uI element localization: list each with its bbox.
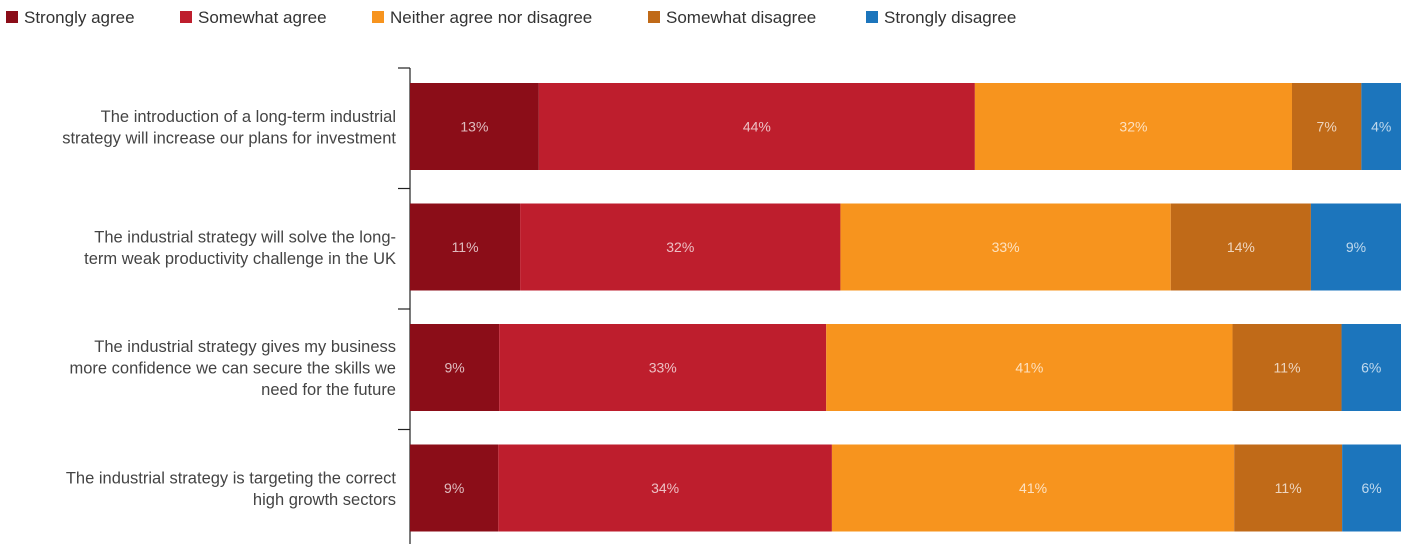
- legend-item-neither-agree-nor-disagree: Neither agree nor disagree: [372, 8, 592, 27]
- category-label: The industrial strategy gives my busines…: [70, 338, 397, 399]
- data-label: 6%: [1361, 360, 1381, 376]
- data-label: 33%: [649, 360, 677, 376]
- bars: 13% 44% 32% 7% 4% 11% 32% 33% 14% 9% 9% 33% 41% 11% 6%…: [410, 83, 1401, 532]
- legend-swatch: [180, 11, 192, 23]
- legend-label: Strongly disagree: [884, 8, 1016, 27]
- bar-segment-strongly-agree: [410, 444, 499, 532]
- bar-segment-strongly-disagree: [1361, 83, 1401, 170]
- bar-segment-somewhat-agree: [520, 203, 841, 291]
- bar-segment-neither-agree-nor-disagree: [840, 203, 1171, 291]
- bar-row: 9% 34% 41% 11% 6%: [410, 444, 1401, 532]
- data-label: 9%: [444, 480, 464, 496]
- data-label: 11%: [1274, 360, 1301, 376]
- legend-label: Somewhat disagree: [666, 8, 816, 27]
- data-label: 11%: [1275, 480, 1302, 496]
- bar-segment-strongly-agree: [410, 203, 521, 291]
- bar-segment-strongly-agree: [410, 83, 539, 170]
- bar-row: 11% 32% 33% 14% 9%: [410, 203, 1401, 291]
- legend-label: Strongly agree: [24, 8, 135, 27]
- legend-label: Somewhat agree: [198, 8, 327, 27]
- bar-segment-somewhat-agree: [499, 324, 827, 411]
- bar-segment-somewhat-agree: [538, 83, 975, 170]
- data-label: 9%: [444, 360, 464, 376]
- legend-swatch: [648, 11, 660, 23]
- bar-segment-somewhat-disagree: [1291, 83, 1362, 170]
- category-labels: The introduction of a long-term industri…: [62, 108, 396, 509]
- bar-segment-strongly-disagree: [1341, 324, 1401, 411]
- legend-item-somewhat-disagree: Somewhat disagree: [648, 8, 816, 27]
- data-label: 13%: [460, 119, 488, 135]
- data-label: 14%: [1227, 239, 1255, 255]
- category-label: The introduction of a long-term industri…: [62, 108, 396, 148]
- legend-swatch: [372, 11, 384, 23]
- data-label: 33%: [992, 239, 1020, 255]
- data-label: 44%: [743, 119, 771, 135]
- bar-segment-neither-agree-nor-disagree: [974, 83, 1292, 170]
- bar-segment-neither-agree-nor-disagree: [826, 324, 1233, 411]
- category-axis: [398, 67, 411, 544]
- legend-swatch: [6, 11, 18, 23]
- data-label: 41%: [1019, 480, 1047, 496]
- legend-item-strongly-agree: Strongly agree: [6, 8, 135, 27]
- data-label: 7%: [1317, 119, 1337, 135]
- data-label: 6%: [1361, 480, 1381, 496]
- category-label: The industrial strategy will solve the l…: [84, 228, 396, 268]
- legend-label: Neither agree nor disagree: [390, 8, 592, 27]
- category-label: The industrial strategy is targeting the…: [66, 469, 397, 509]
- bar-segment-somewhat-disagree: [1170, 203, 1311, 291]
- legend: Strongly agree Somewhat agree Neither agre…: [6, 8, 1016, 27]
- legend-item-strongly-disagree: Strongly disagree: [866, 8, 1016, 27]
- data-label: 41%: [1015, 360, 1043, 376]
- data-label: 32%: [1119, 119, 1147, 135]
- bar-row: 13% 44% 32% 7% 4%: [410, 83, 1401, 170]
- bar-segment-somewhat-disagree: [1234, 444, 1343, 532]
- bar-segment-somewhat-agree: [498, 444, 832, 532]
- data-label: 9%: [1346, 239, 1366, 255]
- bar-row: 9% 33% 41% 11% 6%: [410, 324, 1401, 411]
- data-label: 4%: [1371, 119, 1391, 135]
- bar-segment-strongly-disagree: [1310, 203, 1401, 291]
- legend-swatch: [866, 11, 878, 23]
- bar-segment-strongly-disagree: [1342, 444, 1401, 532]
- bar-segment-somewhat-disagree: [1232, 324, 1342, 411]
- bar-segment-strongly-agree: [410, 324, 500, 411]
- legend-item-somewhat-agree: Somewhat agree: [180, 8, 327, 27]
- data-label: 32%: [666, 239, 694, 255]
- bar-segment-neither-agree-nor-disagree: [831, 444, 1235, 532]
- data-label: 11%: [452, 239, 479, 255]
- data-label: 34%: [651, 480, 679, 496]
